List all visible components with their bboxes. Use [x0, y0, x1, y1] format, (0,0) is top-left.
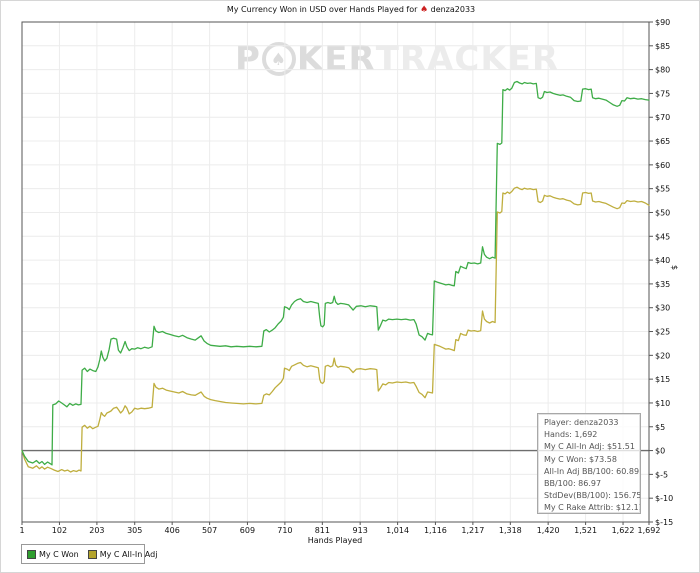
y-tick-label: $10	[655, 399, 670, 408]
y-tick-label: $55	[655, 185, 670, 194]
y-tick-label: $40	[655, 256, 670, 265]
tooltip-line: StdDev(BB/100): 156.75	[544, 491, 641, 501]
x-tick-label: 406	[165, 526, 180, 535]
x-tick-label: 1,014	[386, 526, 409, 535]
y-tick-label: $25	[655, 328, 670, 337]
tooltip-line: My C Won: $73.58	[544, 454, 617, 464]
poker-chip-icon: ♠	[261, 42, 296, 76]
stats-tooltip: Player: denza2033 Hands: 1,692 My C All-In…	[537, 413, 641, 514]
chip-spade-glyph: ♠	[270, 50, 288, 70]
x-tick-label: 1	[19, 526, 24, 535]
x-axis-title: Hands Played	[307, 536, 363, 545]
tooltip-line: My C Rake Attrib: $12.11	[544, 503, 641, 513]
x-tick-label: 1,622	[612, 526, 635, 535]
x-tick-label: 507	[202, 526, 217, 535]
x-tick-label: 1,217	[461, 526, 484, 535]
y-tick-label: $90	[655, 18, 670, 27]
chart-title-text: My Currency Won in USD over Hands Played…	[226, 5, 418, 14]
my-c-allin-adj-swatch	[87, 549, 97, 559]
tooltip-line: Player: denza2033	[544, 418, 619, 427]
legend: My C Won My C All-In Adj	[21, 544, 157, 564]
legend-item-my-c-won: My C Won	[27, 549, 79, 559]
tooltip-line: BB/100: 86.97	[544, 479, 602, 489]
y-tick-label: $75	[655, 89, 670, 98]
y-tick-label: $85	[655, 42, 670, 51]
x-tick-label: 1,116	[424, 526, 447, 535]
x-tick-label: 609	[240, 526, 255, 535]
x-tick-label: 1,521	[574, 526, 597, 535]
x-tick-label: 1,420	[537, 526, 560, 535]
y-tick-label: $70	[655, 113, 670, 122]
y-tick-label: $-5	[655, 470, 668, 479]
chart-title: My Currency Won in USD over Hands Played…	[1, 5, 699, 15]
my-c-won-swatch	[27, 549, 36, 559]
x-tick-label: 710	[277, 526, 292, 535]
y-tick-label: $80	[655, 66, 670, 75]
series-line-my-c-won	[21, 80, 650, 466]
y-tick-label: $20	[655, 351, 670, 360]
tooltip-line: My C All-In Adj: $51.51	[544, 442, 635, 452]
y-tick-label: $0	[655, 447, 665, 456]
x-tick-label: 203	[89, 526, 104, 535]
x-tick-label: 305	[127, 526, 142, 535]
y-axis-title: $	[670, 264, 680, 271]
plot-border	[21, 21, 650, 523]
x-tick-label: 811	[315, 526, 330, 535]
x-tick-label: 1,692	[638, 526, 661, 535]
x-tick-label: 102	[52, 526, 67, 535]
y-tick-label: $35	[655, 280, 670, 289]
y-tick-label: $45	[655, 232, 670, 241]
y-tick-label: $60	[655, 161, 670, 170]
y-tick-label: $50	[655, 208, 670, 217]
tooltip-line: All-In Adj BB/100: 60.89	[544, 466, 640, 476]
x-tick-label: 1,318	[499, 526, 522, 535]
legend-item-my-c-allin-adj: My C All-In Adj	[87, 549, 158, 559]
y-tick-label: $-15	[655, 518, 673, 527]
tooltip-line: Hands: 1,692	[544, 430, 598, 440]
y-tick-label: $5	[655, 423, 665, 432]
legend-label: My C All-In Adj	[99, 549, 158, 559]
legend-label: My C Won	[39, 549, 79, 559]
chart-title-player: denza2033	[430, 5, 476, 14]
y-tick-label: $-10	[655, 494, 673, 503]
y-tick-label: $15	[655, 375, 670, 384]
spade-chip-icon: ♠	[419, 5, 429, 15]
series-line-my-c-all-in-adj	[21, 186, 650, 473]
y-tick-label: $30	[655, 304, 670, 313]
x-tick-label: 913	[353, 526, 368, 535]
y-tick-label: $65	[655, 137, 670, 146]
